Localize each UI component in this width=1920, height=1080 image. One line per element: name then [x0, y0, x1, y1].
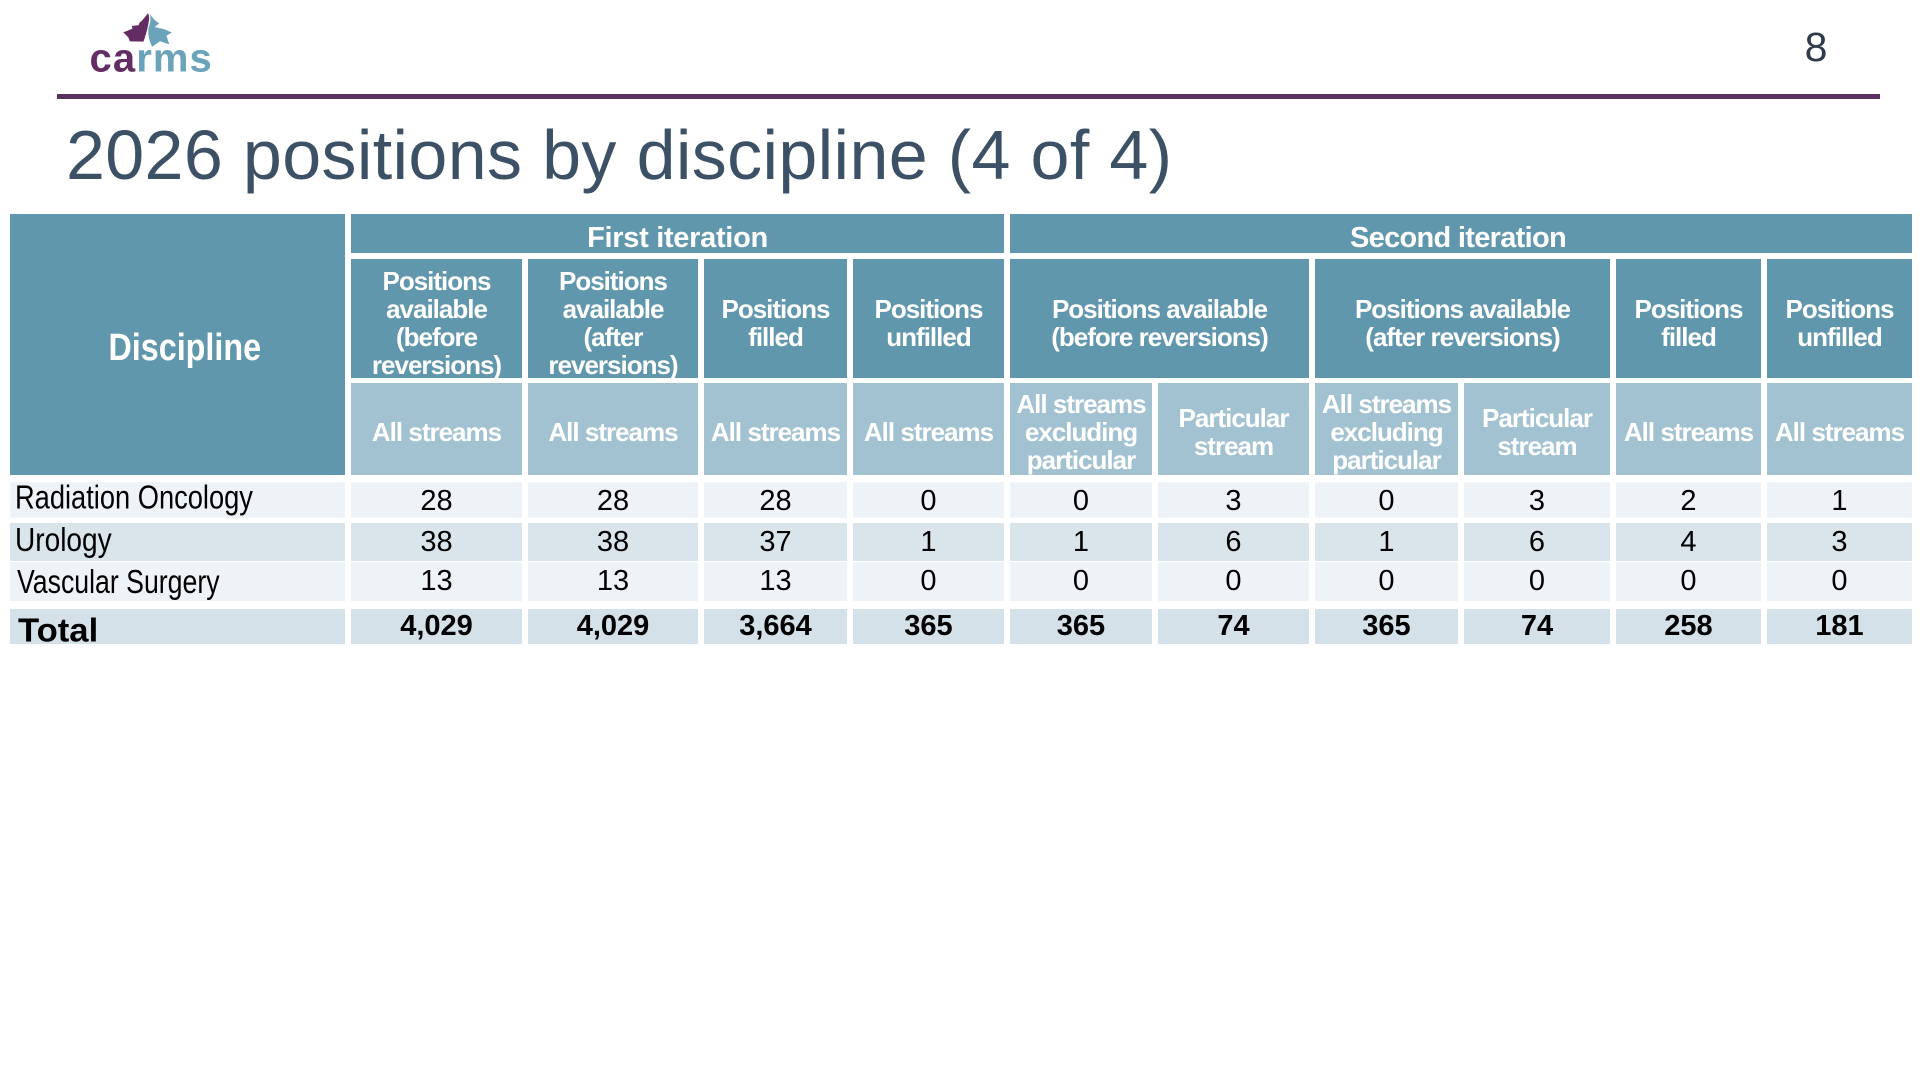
svg-text:carms: carms — [90, 37, 213, 81]
